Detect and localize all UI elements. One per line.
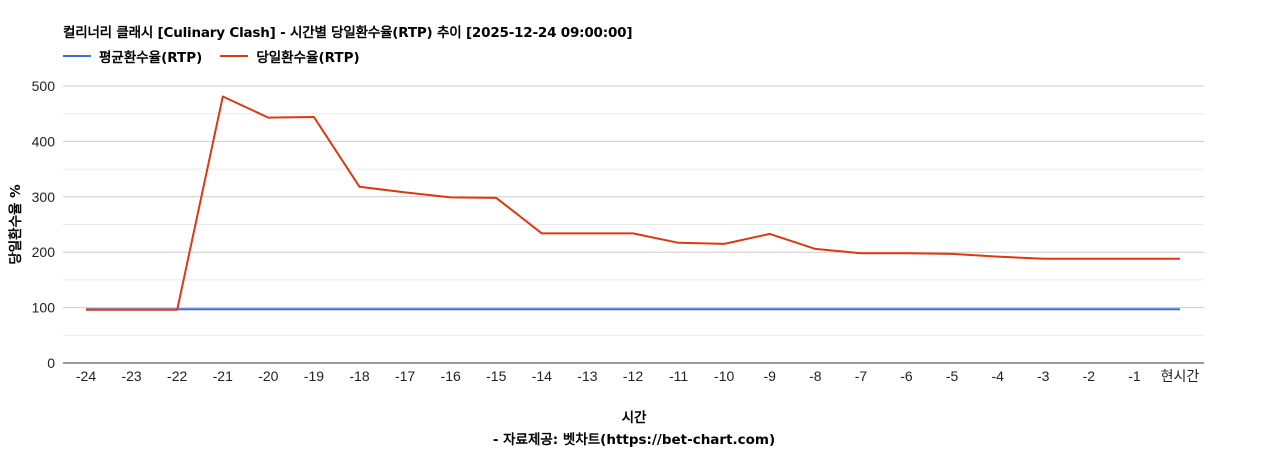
x-tick-label: -20 xyxy=(258,368,278,384)
x-tick-label: 현시간 xyxy=(1161,368,1200,384)
x-tick-label: -16 xyxy=(441,368,461,384)
legend-label: 당일환수율(RTP) xyxy=(256,50,360,66)
x-tick-label: -19 xyxy=(304,368,324,384)
x-tick-label: -2 xyxy=(1083,368,1096,384)
y-tick-label: 400 xyxy=(32,133,56,149)
x-tick-label: -14 xyxy=(532,368,552,384)
legend-line-icon xyxy=(220,55,249,57)
x-tick-label: -8 xyxy=(809,368,822,384)
x-tick-label: -15 xyxy=(486,368,506,384)
x-tick-label: -5 xyxy=(946,368,959,384)
y-axis-title: 당일환수율 % xyxy=(7,184,24,265)
x-axis-title: 시간 xyxy=(621,410,647,426)
x-tick-label: -12 xyxy=(623,368,643,384)
x-tick-label: -18 xyxy=(349,368,369,384)
daily-rtp-line[interactable] xyxy=(86,95,1180,311)
legend-item-daily-rtp[interactable]: 당일환수율(RTP) xyxy=(220,46,360,66)
x-tick-label: -23 xyxy=(121,368,141,384)
x-tick-label: -7 xyxy=(855,368,868,384)
x-tick-label: -11 xyxy=(669,368,688,384)
chart-title: 컬리너리 클래시 [Culinary Clash] - 시간별 당일환수율(RT… xyxy=(63,25,633,41)
legend-line-icon xyxy=(63,55,91,57)
x-tick-label: -22 xyxy=(167,368,187,384)
y-tick-label: 300 xyxy=(32,189,56,205)
y-tick-label: 500 xyxy=(32,78,56,94)
legend-item-average-rtp[interactable]: 평균환수율(RTP) xyxy=(63,46,202,66)
x-tick-label: -9 xyxy=(764,368,777,384)
x-tick-label: -17 xyxy=(395,368,415,384)
x-tick-label: -10 xyxy=(714,368,734,384)
data-source-credit: - 자료제공: 벳차트(https://bet-chart.com) xyxy=(492,432,776,448)
x-tick-label: -4 xyxy=(991,368,1004,384)
x-tick-label: -21 xyxy=(213,368,233,384)
chart-legend: 평균환수율(RTP) 당일환수율(RTP) xyxy=(63,46,360,66)
x-tick-label: -1 xyxy=(1128,368,1141,384)
x-tick-label: -24 xyxy=(76,368,96,384)
x-tick-label: -6 xyxy=(900,368,913,384)
x-tick-label: -3 xyxy=(1037,368,1050,384)
legend-label: 평균환수율(RTP) xyxy=(99,50,203,66)
y-tick-label: 100 xyxy=(32,300,56,316)
y-tick-label: 0 xyxy=(47,355,55,371)
x-tick-label: -13 xyxy=(577,368,597,384)
y-tick-label: 200 xyxy=(32,244,56,260)
